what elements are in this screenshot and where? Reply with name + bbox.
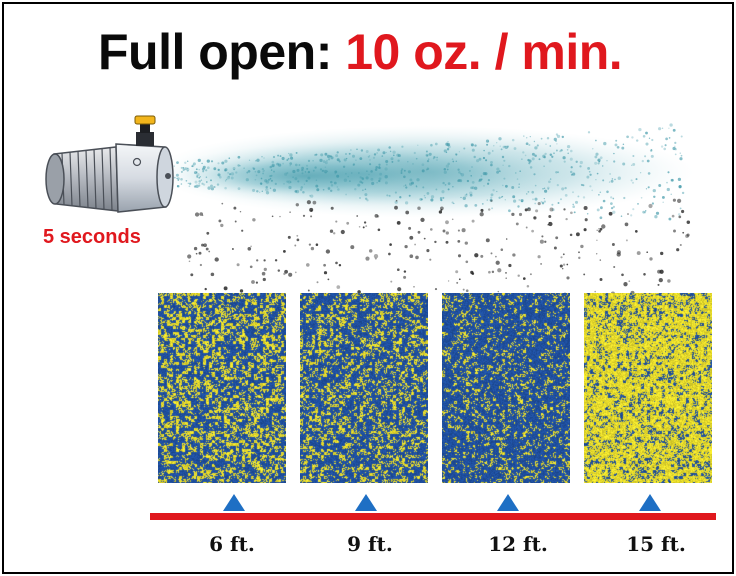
falling-droplets	[187, 198, 691, 296]
distance-label-12ft: 12 ft.	[488, 532, 548, 556]
nozzle-icon	[45, 115, 174, 213]
marker-15ft-icon	[639, 494, 661, 511]
coverage-panel-9ft	[300, 293, 428, 483]
spray-plume	[154, 123, 694, 221]
flow-rate-value: 10 oz. / min.	[345, 24, 623, 80]
distance-label-6ft: 6 ft.	[209, 532, 255, 556]
coverage-panel-15ft	[584, 293, 712, 483]
marker-12ft-icon	[497, 494, 519, 511]
page-title: Full open: 10 oz. / min.	[98, 22, 623, 82]
coverage-panel-12ft	[442, 293, 570, 483]
marker-9ft-icon	[355, 494, 377, 511]
distance-label-15ft: 15 ft.	[626, 532, 686, 556]
spray-scene	[45, 115, 694, 296]
duration-label: 5 seconds	[43, 226, 141, 248]
distance-label-9ft: 9 ft.	[347, 532, 393, 556]
distance-scale	[150, 494, 716, 520]
coverage-panel-6ft	[158, 293, 286, 483]
marker-6ft-icon	[223, 494, 245, 511]
distance-baseline	[150, 513, 716, 520]
title-prefix: Full open:	[98, 24, 332, 80]
